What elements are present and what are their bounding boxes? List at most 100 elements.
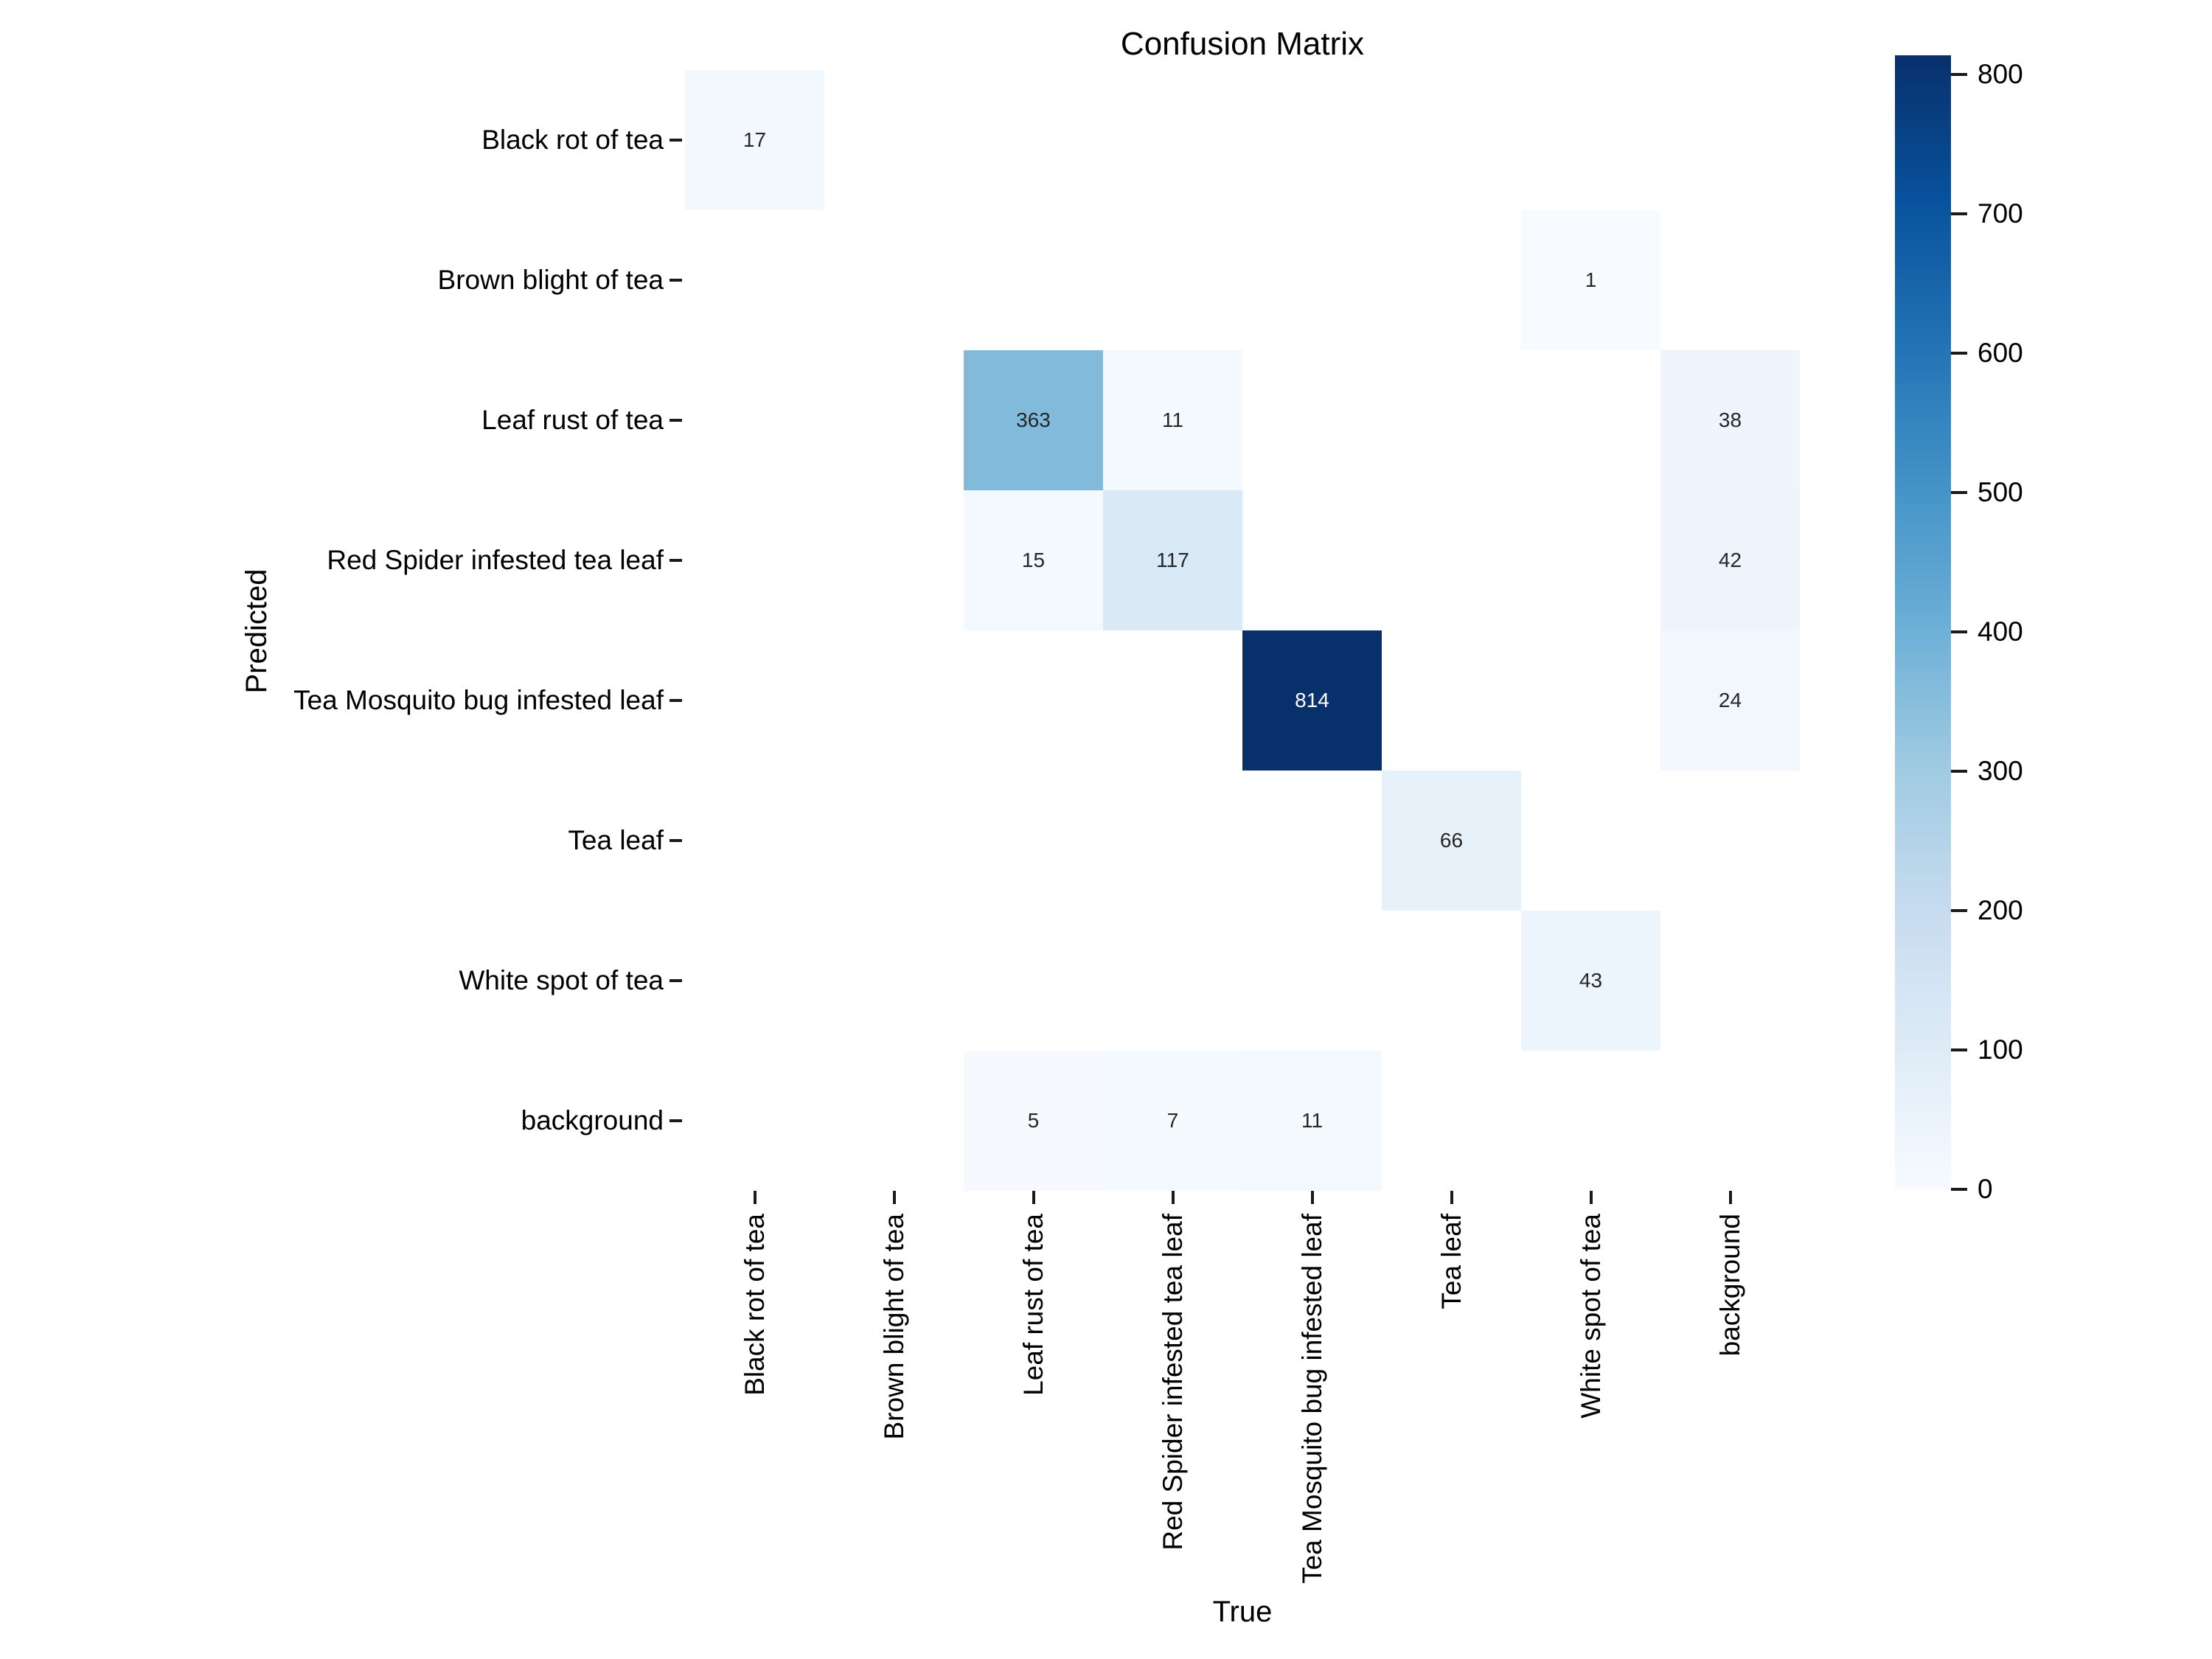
colorbar-tick-label: 700	[1978, 198, 2023, 229]
y-tick-mark	[669, 699, 682, 702]
x-tick-label: Leaf rust of tea	[1018, 1214, 1048, 1396]
heatmap-cell-4-7: 24	[1660, 630, 1800, 771]
x-axis-title: True	[1212, 1596, 1273, 1628]
heatmap-cell-4-1	[824, 630, 964, 771]
heatmap-cell-0-2	[964, 70, 1103, 210]
heatmap-cell-2-4	[1242, 350, 1382, 490]
heatmap-cell-7-7	[1660, 1051, 1800, 1191]
colorbar-tick-mark	[1951, 73, 1967, 77]
cell-value: 43	[1579, 969, 1603, 992]
heatmap-cell-5-4	[1242, 771, 1382, 911]
heatmap-cell-4-4: 814	[1242, 630, 1382, 771]
colorbar-tick-mark	[1951, 909, 1967, 913]
heatmap-cell-1-1	[824, 210, 964, 350]
x-tick-label: Brown blight of tea	[878, 1214, 909, 1440]
cell-value: 24	[1718, 689, 1742, 712]
x-tick-label: White spot of tea	[1575, 1214, 1606, 1419]
y-tick-mark	[669, 839, 682, 842]
colorbar-tick-mark	[1951, 352, 1967, 355]
heatmap-cell-2-6	[1521, 350, 1660, 490]
colorbar-tick-mark	[1951, 491, 1967, 495]
heatmap-cell-3-0	[685, 490, 824, 630]
y-tick-label: White spot of tea	[459, 965, 664, 995]
heatmap-cell-2-2: 363	[964, 350, 1103, 490]
heatmap-cell-6-2	[964, 911, 1103, 1051]
y-tick-mark	[669, 979, 682, 982]
y-tick-label: Tea Mosquito bug infested leaf	[293, 685, 664, 715]
x-tick-label: Red Spider infested tea leaf	[1157, 1214, 1188, 1551]
heatmap-cell-5-7	[1660, 771, 1800, 911]
heatmap-cell-5-2	[964, 771, 1103, 911]
y-tick-label: Red Spider infested tea leaf	[327, 545, 664, 575]
x-tick-mark	[1032, 1191, 1035, 1204]
heatmap-cell-0-0: 17	[685, 70, 824, 210]
y-tick-label: Brown blight of tea	[437, 265, 664, 295]
heatmap-cell-3-3: 117	[1103, 490, 1242, 630]
heatmap-cell-3-2: 15	[964, 490, 1103, 630]
x-tick-label: Tea Mosquito bug infested leaf	[1296, 1214, 1327, 1584]
colorbar-tick-label: 300	[1978, 756, 2023, 787]
x-tick-mark	[753, 1191, 757, 1204]
heatmap-cell-1-2	[964, 210, 1103, 350]
heatmap-cell-4-6	[1521, 630, 1660, 771]
heatmap-cell-1-4	[1242, 210, 1382, 350]
heatmap-cell-4-0	[685, 630, 824, 771]
heatmap-cell-3-5	[1382, 490, 1521, 630]
x-tick-mark	[1728, 1191, 1732, 1204]
heatmap-cell-4-3	[1103, 630, 1242, 771]
colorbar-tick-mark	[1951, 1048, 1967, 1052]
heatmap-cell-2-0	[685, 350, 824, 490]
x-tick-mark	[892, 1191, 896, 1204]
heatmap-cell-0-5	[1382, 70, 1521, 210]
y-tick-mark	[669, 1119, 682, 1122]
heatmap-cell-0-6	[1521, 70, 1660, 210]
heatmap-cell-7-1	[824, 1051, 964, 1191]
heatmap-cell-5-6	[1521, 771, 1660, 911]
heatmap-cell-2-7: 38	[1660, 350, 1800, 490]
colorbar-tick-label: 500	[1978, 477, 2023, 508]
heatmap-cell-0-1	[824, 70, 964, 210]
heatmap-cell-1-0	[685, 210, 824, 350]
x-tick-label: background	[1714, 1214, 1745, 1357]
cell-value: 117	[1156, 549, 1189, 571]
y-tick-label: Leaf rust of tea	[481, 405, 664, 435]
y-tick-label: background	[521, 1105, 664, 1135]
colorbar-tick-label: 0	[1978, 1174, 1993, 1204]
heatmap-cell-6-4	[1242, 911, 1382, 1051]
heatmap-cell-3-4	[1242, 490, 1382, 630]
heatmap-cell-0-7	[1660, 70, 1800, 210]
heatmap-cell-3-6	[1521, 490, 1660, 630]
heatmap-cell-0-4	[1242, 70, 1382, 210]
heatmap-cell-3-1	[824, 490, 964, 630]
heatmap-cell-7-6	[1521, 1051, 1660, 1191]
cell-value: 5	[1027, 1109, 1040, 1132]
heatmap-plot-area: 17 1 363 11 38 15 117 42 814 24 66 43 5 7 11	[685, 70, 1800, 1191]
heatmap-cell-7-3: 7	[1103, 1051, 1242, 1191]
heatmap-cell-7-5	[1382, 1051, 1521, 1191]
heatmap-cell-0-3	[1103, 70, 1242, 210]
cell-value: 66	[1439, 829, 1464, 852]
heatmap-cell-6-1	[824, 911, 964, 1051]
colorbar-tick-label: 800	[1978, 59, 2023, 90]
heatmap-cell-1-3	[1103, 210, 1242, 350]
cell-value: 1	[1585, 268, 1597, 291]
heatmap-cell-2-5	[1382, 350, 1521, 490]
y-tick-label: Tea leaf	[568, 825, 664, 855]
cell-value: 42	[1718, 549, 1742, 571]
heatmap-cell-7-0	[685, 1051, 824, 1191]
y-tick-mark	[669, 559, 682, 562]
heatmap-cell-1-5	[1382, 210, 1521, 350]
cell-value: 11	[1161, 408, 1184, 431]
y-axis-title: Predicted	[240, 568, 273, 694]
x-tick-mark	[1450, 1191, 1453, 1204]
cell-value: 17	[742, 128, 767, 151]
heatmap-cell-1-7	[1660, 210, 1800, 350]
cell-value: 363	[1016, 408, 1051, 431]
heatmap-cell-4-5	[1382, 630, 1521, 771]
heatmap-cell-7-4: 11	[1242, 1051, 1382, 1191]
heatmap-cell-5-0	[685, 771, 824, 911]
y-tick-label: Black rot of tea	[481, 125, 664, 155]
cell-value: 38	[1718, 408, 1742, 431]
colorbar-tick-mark	[1951, 1188, 1967, 1191]
